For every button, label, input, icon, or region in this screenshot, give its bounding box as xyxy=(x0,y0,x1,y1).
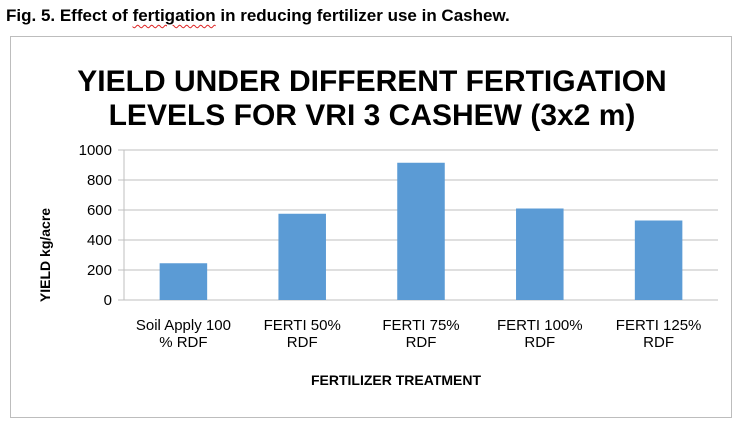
category-label: Soil Apply 100 xyxy=(136,317,231,334)
y-tick-labels: 0 200 400 600 800 1000 xyxy=(79,142,112,309)
chart-frame xyxy=(10,36,732,418)
category-label: FERTI 50% xyxy=(264,317,341,334)
bar xyxy=(397,162,445,300)
category-label: FERTI 75% xyxy=(382,317,459,334)
category-label: RDF xyxy=(524,334,555,351)
x-axis-title: FERTILIZER TREATMENT xyxy=(311,372,482,388)
category-label: RDF xyxy=(643,334,674,351)
bar xyxy=(278,213,326,300)
bar xyxy=(634,220,683,300)
y-tick-label: 400 xyxy=(87,232,112,249)
figure-caption: Fig. 5. Effect of fertigation in reducin… xyxy=(6,6,510,26)
caption-suffix: in reducing fertilizer use in Cashew. xyxy=(215,6,510,25)
chart-title-line-1: YIELD UNDER DIFFERENT FERTIGATION xyxy=(77,65,666,98)
chart-title-line-2: LEVELS FOR VRI 3 CASHEW (3x2 m) xyxy=(109,99,636,132)
y-tick-label: 200 xyxy=(87,262,112,279)
category-label: % RDF xyxy=(159,334,207,351)
y-axis-title: YIELD kg/acre xyxy=(37,208,53,302)
caption-spellcheck-word: fertigation xyxy=(132,6,216,25)
y-tick-label: 800 xyxy=(87,172,112,189)
category-label: RDF xyxy=(287,334,318,351)
category-label: FERTI 100% xyxy=(497,317,583,334)
category-label: FERTI 125% xyxy=(616,317,702,334)
bar xyxy=(159,263,208,300)
y-tick-label: 0 xyxy=(104,292,112,309)
y-tick-label: 600 xyxy=(87,202,112,219)
category-label: RDF xyxy=(406,334,437,351)
caption-prefix: Fig. 5. Effect of xyxy=(6,6,133,25)
bars xyxy=(159,162,683,300)
y-tick-label: 1000 xyxy=(79,142,112,159)
bar xyxy=(516,208,564,300)
